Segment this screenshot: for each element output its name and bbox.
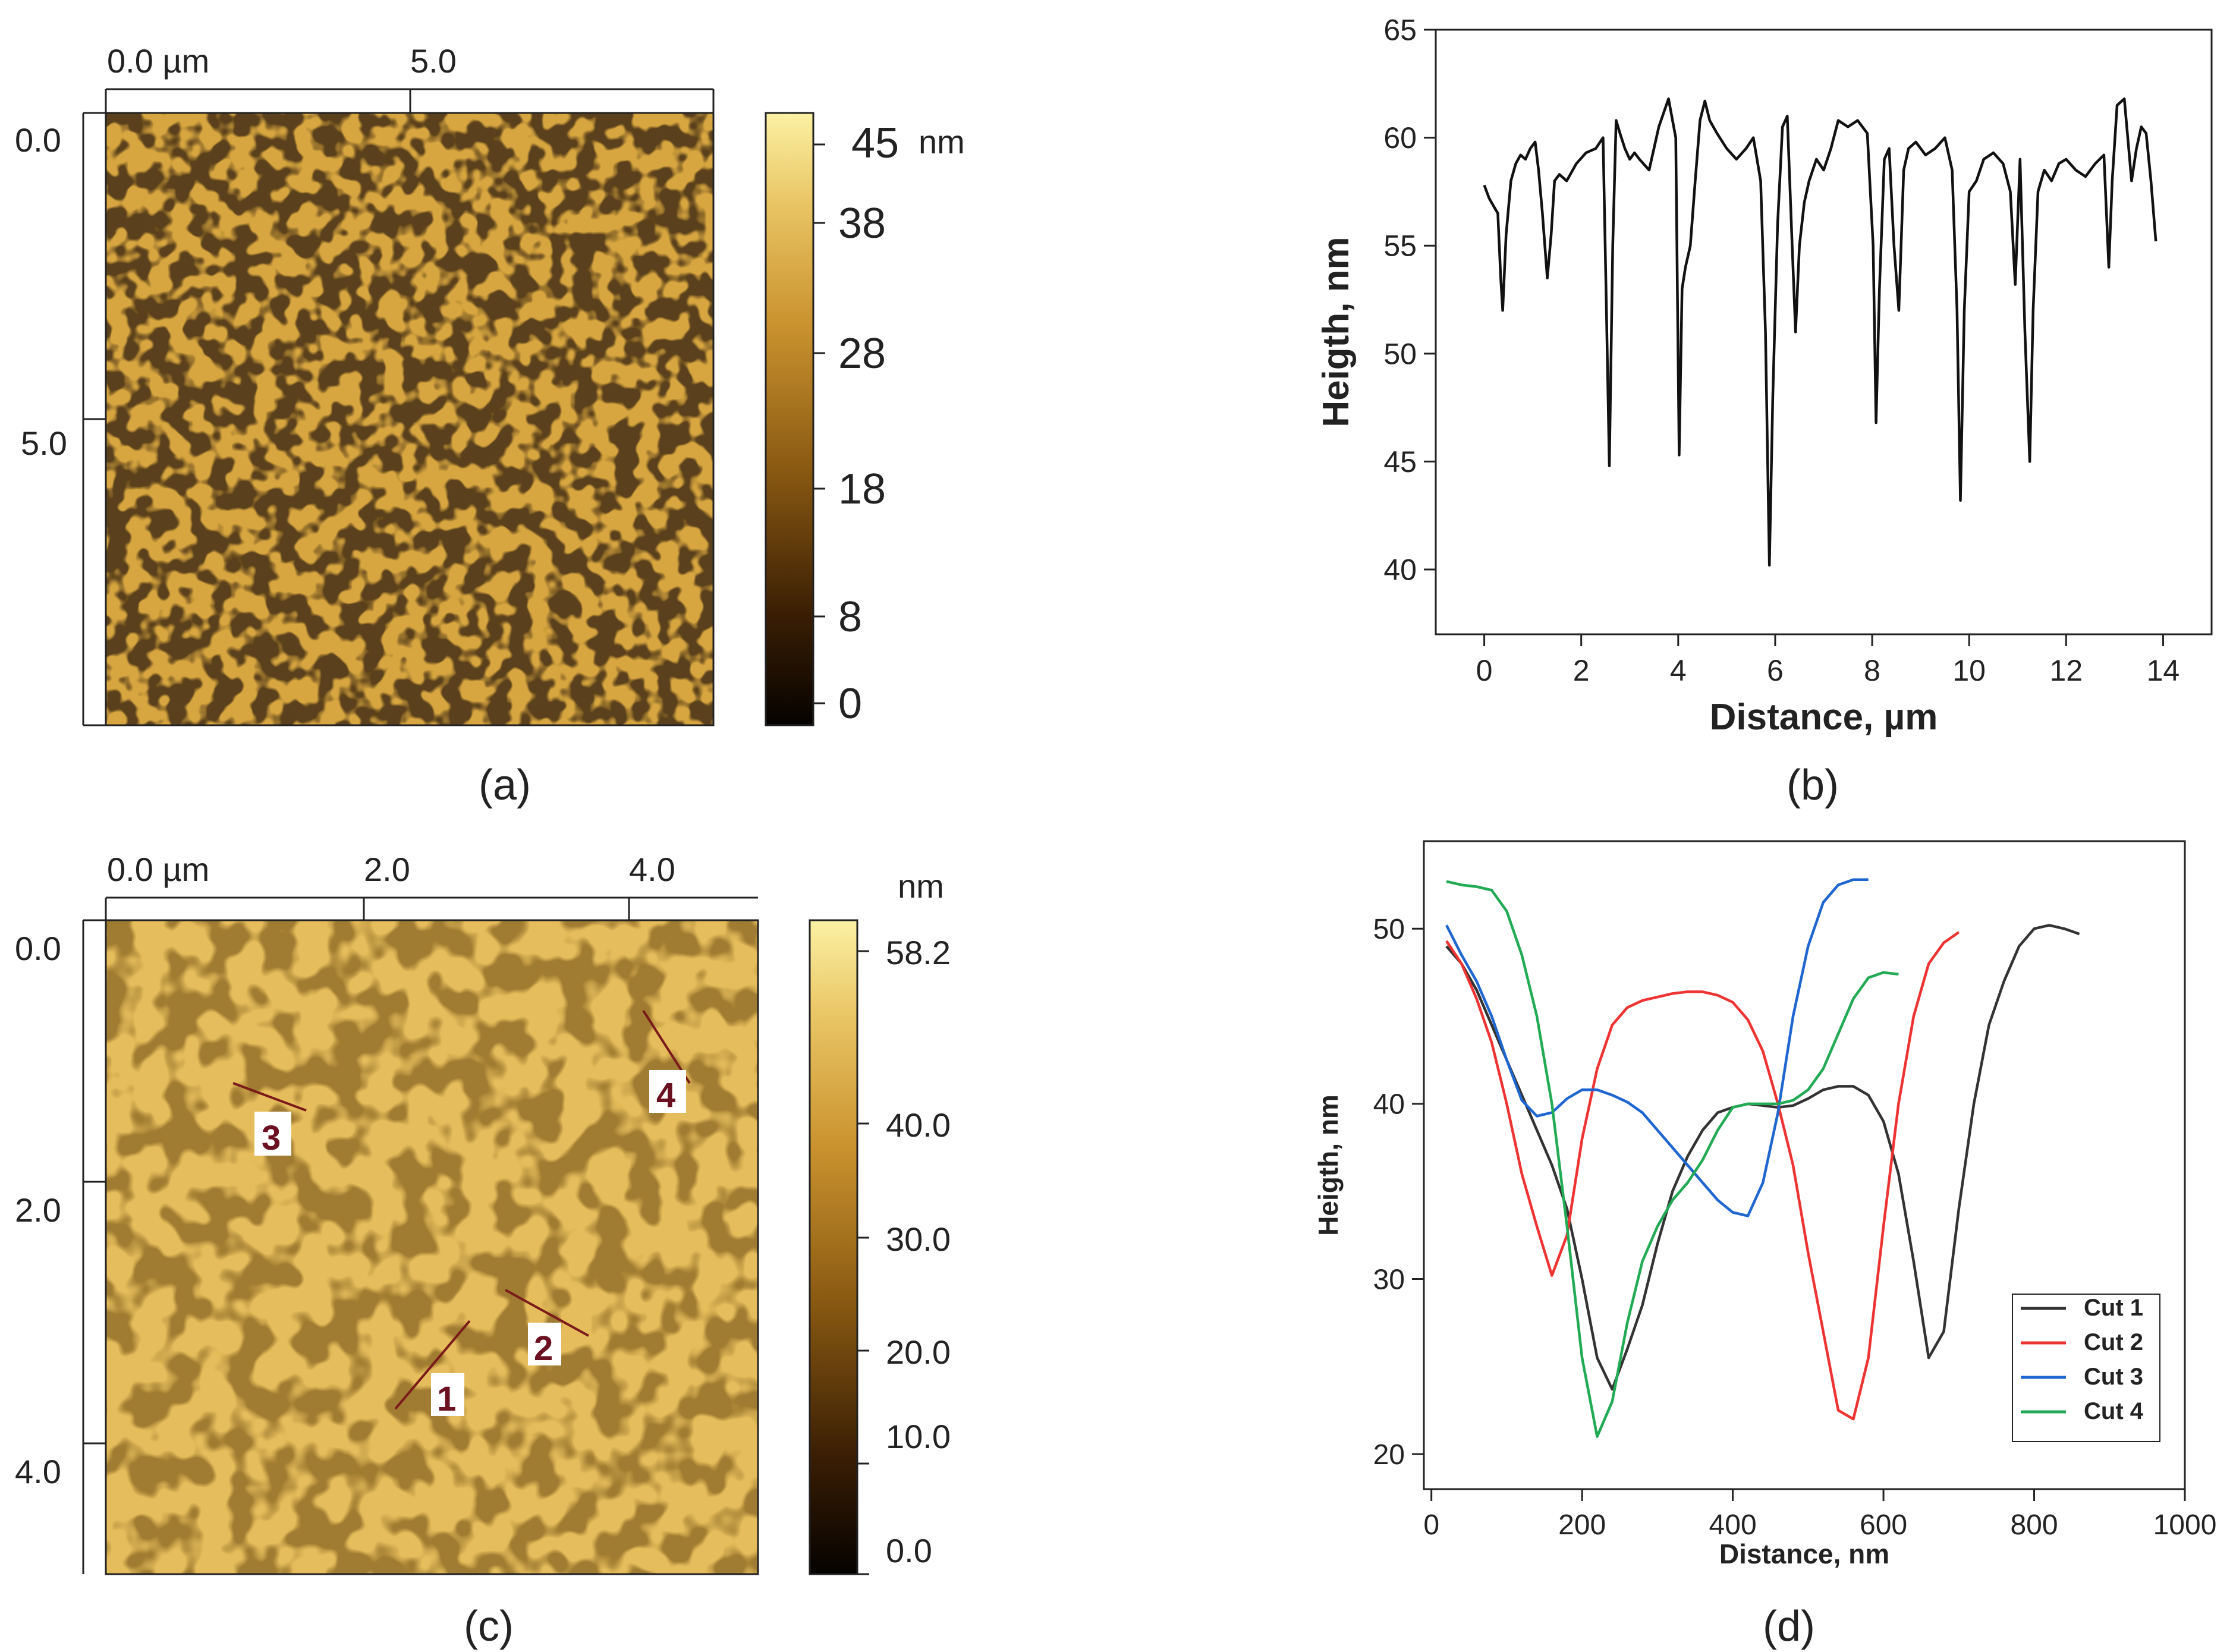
y-tick-label: 2.0 — [15, 1191, 61, 1229]
legend-box — [2012, 1294, 2160, 1442]
y-axis-label: Heigth, nm — [1313, 1094, 1344, 1236]
cut-label-4: 4 — [656, 1076, 675, 1115]
cut-line-3 — [232, 1082, 307, 1112]
series-line-cut-1 — [1445, 924, 2080, 1391]
plot-frame-d — [1423, 840, 2186, 1490]
legend-label: Cut 1 — [2084, 1295, 2143, 1321]
y-tick-label: 0.0 — [15, 121, 61, 159]
y-tick-label: 65 — [1383, 14, 1417, 47]
chart-b: 0 2 4 6 8 10 12 14 40 45 50 55 60 65 Distance, µm Heigt… — [1316, 14, 2179, 738]
colorbar-c-ticks — [857, 950, 869, 1575]
cut-label-3: 3 — [262, 1119, 281, 1157]
colorbar-tick: 38 — [838, 200, 886, 247]
colorbar-unit: nm — [919, 123, 965, 161]
caption-d: (d) — [1763, 1603, 1815, 1650]
panel-a: 0.0 µm 5.0 0.0 5.0 45 nm 38 28 18 8 0 (a… — [15, 42, 965, 809]
y-axis-label: Heigth, nm — [1316, 237, 1357, 427]
y-tick-label: 50 — [1373, 914, 1405, 945]
series-line-cut-4 — [1446, 880, 1899, 1438]
x-tick-label: 0 — [1423, 1509, 1439, 1541]
x-axis-label: Distance, nm — [1719, 1538, 1889, 1569]
afm-texture-a — [106, 113, 713, 725]
x-tick-label: 800 — [2010, 1509, 2058, 1541]
series-line-cut-3 — [1445, 878, 1869, 1217]
series-line-profile — [1483, 97, 2157, 567]
y-tick-label: 60 — [1383, 121, 1417, 155]
colorbar-unit: nm — [898, 867, 944, 905]
panel-d: 0 200 400 600 800 1000 20 30 40 50 Distance, nm Hei… — [1313, 840, 2217, 1650]
x-tick-label: 8 — [1864, 654, 1880, 687]
colorbar-tick: 18 — [838, 465, 886, 513]
plot-frame-b — [1435, 29, 2213, 635]
colorbar-tick: 10.0 — [886, 1418, 951, 1455]
y-tick-label: 50 — [1383, 337, 1417, 370]
x-tick-label: 4.0 — [629, 851, 675, 888]
colorbar-tick: 0.0 — [886, 1532, 932, 1569]
x-tick-label: 600 — [1860, 1509, 1907, 1541]
y-tick-label: 45 — [1383, 445, 1417, 479]
y-tick-label: 4.0 — [15, 1453, 61, 1490]
x-tick-label: 5.0 — [410, 42, 457, 80]
x-tick-label: 12 — [2050, 654, 2083, 687]
caption-b: (b) — [1787, 762, 1839, 809]
y-tick-label: 30 — [1373, 1264, 1405, 1295]
x-tick-label: 2 — [1573, 654, 1590, 687]
legend-label: Cut 3 — [2084, 1364, 2143, 1390]
y-tick-label: 5.0 — [21, 424, 67, 462]
legend-label: Cut 4 — [2084, 1398, 2144, 1424]
colorbar-tick: 30.0 — [886, 1220, 951, 1258]
cut-label-1: 1 — [437, 1380, 456, 1418]
x-tick-label: 2.0 — [364, 851, 410, 888]
cut-line-2 — [505, 1289, 589, 1337]
x-tick-label: 200 — [1558, 1509, 1606, 1541]
y-tick-label: 20 — [1373, 1439, 1405, 1471]
x-tick-label: 4 — [1670, 654, 1687, 687]
colorbar-a-ticks — [813, 143, 825, 704]
caption-c: (c) — [464, 1603, 514, 1650]
x-tick-label: 400 — [1709, 1509, 1757, 1541]
colorbar-tick: 20.0 — [886, 1333, 951, 1371]
cut-label-2: 2 — [534, 1329, 553, 1368]
colorbar-tick: 40.0 — [886, 1106, 951, 1144]
x-tick-label: 0 — [1476, 654, 1493, 687]
x-axis-label: Distance, µm — [1710, 697, 1938, 738]
colorbar-tick: 0 — [838, 680, 862, 728]
x-tick-label: 6 — [1767, 654, 1784, 687]
colorbar-tick: 8 — [838, 593, 862, 641]
panel-b: 0 2 4 6 8 10 12 14 40 45 50 55 60 65 Distance, µm Heigt… — [1316, 14, 2213, 809]
y-tick-label: 55 — [1383, 229, 1417, 263]
x-tick-label: 0.0 µm — [107, 851, 209, 888]
colorbar-c — [809, 919, 858, 1575]
colorbar-a — [765, 112, 814, 726]
x-tick-label: 1000 — [2153, 1509, 2217, 1541]
chart-d: 0 200 400 600 800 1000 20 30 40 50 Distance, nm Hei… — [1313, 878, 2217, 1569]
colorbar-tick: 58.2 — [886, 934, 951, 971]
cut-line-1 — [394, 1320, 471, 1410]
caption-a: (a) — [479, 762, 531, 809]
x-tick-label: 14 — [2147, 654, 2180, 687]
x-tick-label: 0.0 µm — [107, 42, 209, 80]
y-tick-label: 40 — [1373, 1089, 1405, 1121]
colorbar-tick: 28 — [838, 330, 886, 377]
y-tick-label: 0.0 — [15, 930, 61, 967]
y-tick-label: 40 — [1383, 553, 1417, 587]
series-line-cut-2 — [1445, 931, 1960, 1421]
legend-label: Cut 2 — [2084, 1329, 2143, 1355]
x-tick-label: 10 — [1952, 654, 1986, 687]
colorbar-tick: 45 — [851, 119, 899, 167]
panel-c: 0.0 µm 2.0 4.0 0.0 2.0 4.0 1 2 3 4 — [15, 851, 951, 1650]
afm-texture-c — [106, 920, 758, 1574]
afm-frame-c — [105, 919, 759, 1575]
